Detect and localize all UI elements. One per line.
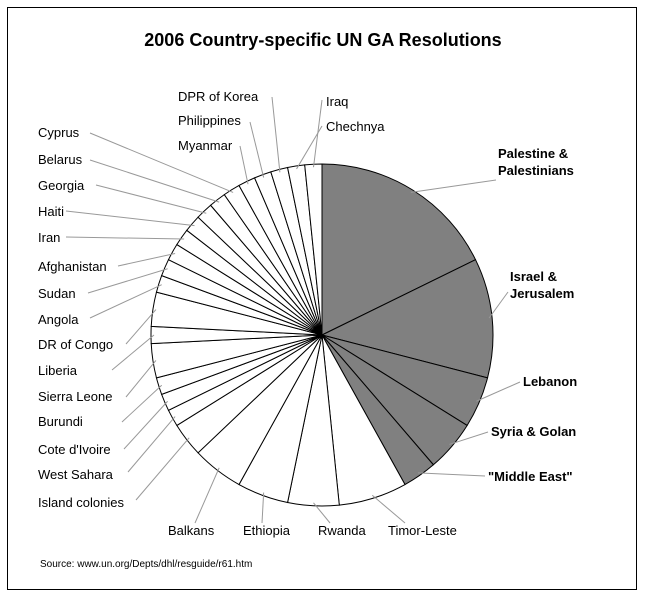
leader-line: [89, 284, 162, 319]
slice-label: Philippines: [178, 113, 241, 128]
leader-line: [65, 210, 195, 227]
slice-label: Iraq: [326, 94, 348, 109]
slice-label: West Sahara: [38, 467, 114, 482]
leader-line: [239, 145, 249, 185]
slice-label: Island colonies: [38, 495, 124, 510]
leader-line: [249, 121, 265, 178]
slice-label: Chechnya: [326, 119, 385, 134]
slice-label: Israel & Jerusalem: [510, 269, 574, 301]
slice-label: Haiti: [38, 204, 64, 219]
pie-slice: [321, 163, 477, 336]
slice-label: Burundi: [38, 414, 83, 429]
slice-label: Sierra Leone: [38, 389, 112, 404]
leader-line: [135, 437, 190, 501]
slice-label: "Middle East": [488, 469, 573, 484]
slice-label: Liberia: [38, 363, 78, 378]
slice-label: Myanmar: [178, 138, 233, 153]
leader-line: [117, 252, 176, 267]
leader-line: [95, 184, 207, 214]
leader-line: [125, 360, 157, 398]
leader-line: [127, 416, 176, 473]
slice-label: DR of Congo: [38, 337, 113, 352]
slice-label: DPR of Korea: [178, 89, 259, 104]
slice-label: Georgia: [38, 178, 85, 193]
leader-line: [371, 494, 406, 524]
leader-line: [123, 400, 168, 450]
leader-line: [65, 236, 185, 240]
leader-line: [89, 159, 220, 203]
slice-label: Belarus: [38, 152, 83, 167]
leader-line: [271, 96, 281, 173]
pie-slice: [320, 259, 494, 379]
leader-line: [410, 179, 497, 193]
leader-line: [312, 99, 323, 168]
slice-label: Lebanon: [523, 374, 577, 389]
pie-slice: [304, 163, 323, 336]
leader-line: [125, 309, 157, 345]
leader-line: [87, 268, 168, 294]
slice-label: Cyprus: [38, 125, 80, 140]
leader-line: [476, 381, 521, 402]
leader-line: [111, 334, 155, 371]
chart-title: 2006 Country-specific UN GA Resolutions: [144, 30, 502, 50]
slice-label: Timor-Leste: [388, 523, 457, 538]
slice-label: Ethiopia: [243, 523, 291, 538]
leader-line: [194, 467, 220, 524]
leader-line: [417, 472, 486, 477]
slice-label: Afghanistan: [38, 259, 107, 274]
slice-label: Balkans: [168, 523, 215, 538]
leader-line: [449, 431, 489, 445]
slice-label: Rwanda: [318, 523, 366, 538]
slice-label: Syria & Golan: [491, 424, 576, 439]
leader-line: [121, 384, 163, 423]
slice-label: Iran: [38, 230, 60, 245]
slice-label: Angola: [38, 312, 79, 327]
source-note: Source: www.un.org/Depts/dhl/resguide/r6…: [40, 559, 253, 570]
leader-line: [89, 132, 234, 193]
slice-label: Palestine & Palestinians: [498, 146, 574, 178]
leader-line: [261, 492, 265, 524]
leader-line: [488, 291, 509, 319]
slice-label: Sudan: [38, 286, 76, 301]
slice-label: Cote d'Ivoire: [38, 442, 111, 457]
leader-line: [313, 502, 331, 524]
